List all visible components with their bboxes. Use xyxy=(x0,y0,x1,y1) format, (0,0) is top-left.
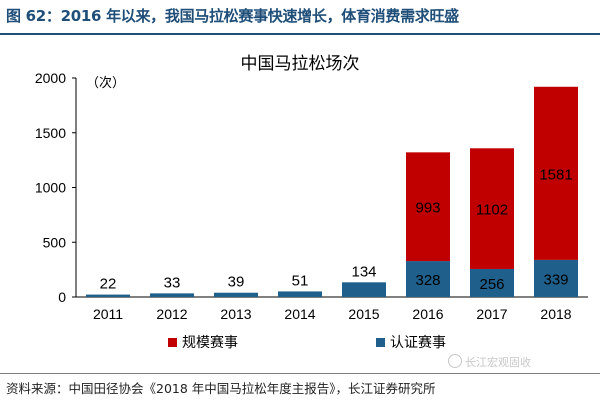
y-tick-label: 500 xyxy=(43,234,67,250)
data-label-certified: 33 xyxy=(164,274,181,291)
x-tick-label: 2012 xyxy=(156,306,187,322)
bar-certified xyxy=(406,261,450,297)
y-tick-label: 0 xyxy=(58,289,66,305)
x-tick-label: 2018 xyxy=(540,306,571,322)
legend-swatch xyxy=(376,338,385,347)
bar-scale xyxy=(406,152,450,262)
bar-certified xyxy=(150,293,194,297)
data-label-scale: 1102 xyxy=(476,202,508,219)
wechat-icon xyxy=(448,354,462,368)
bar-certified xyxy=(86,294,130,297)
x-tick-label: 2016 xyxy=(412,306,443,322)
x-tick-label: 2017 xyxy=(476,306,507,322)
data-label-certified: 339 xyxy=(543,271,568,288)
data-label-certified: 39 xyxy=(228,274,245,291)
bar-certified xyxy=(342,282,386,297)
bar-chart: 中国马拉松场次 （次） 0 500 1000 1500 2000 2011 2012 2013… xyxy=(35,54,588,350)
source-rule xyxy=(0,373,600,374)
x-tick-label: 2013 xyxy=(220,306,251,322)
y-unit-label: （次） xyxy=(86,75,125,90)
bar-certified xyxy=(470,268,514,297)
bar-certified xyxy=(534,259,578,297)
legend-label: 规模赛事 xyxy=(182,334,238,350)
y-tick-label: 1000 xyxy=(35,180,66,196)
y-tick-label: 2000 xyxy=(35,70,66,86)
legend-swatch xyxy=(168,338,177,347)
data-label-certified: 328 xyxy=(415,272,440,289)
bar-certified xyxy=(214,292,258,297)
y-tick-label: 1500 xyxy=(35,125,66,141)
x-tick-label: 2015 xyxy=(348,306,379,322)
watermark-text: 长江宏观固收 xyxy=(465,356,531,369)
bar-scale xyxy=(534,86,578,260)
title-rule xyxy=(0,33,600,35)
watermark: 长江宏观固收 xyxy=(448,354,531,370)
data-label-certified: 256 xyxy=(479,276,504,293)
data-label-certified: 22 xyxy=(100,276,117,293)
data-label-certified: 51 xyxy=(292,272,309,289)
figure-title: 图 62：2016 年以来，我国马拉松赛事快速增长，体育消费需求旺盛 xyxy=(6,7,459,25)
bar-scale xyxy=(470,148,514,269)
x-tick-label: 2011 xyxy=(93,306,123,322)
data-label-certified: 134 xyxy=(351,263,376,280)
x-tick-label: 2014 xyxy=(284,306,315,322)
data-label-scale: 993 xyxy=(415,200,440,217)
legend-label: 认证赛事 xyxy=(390,334,446,350)
bar-certified xyxy=(278,291,322,297)
source-note: 资料来源：中国田径协会《2018 年中国马拉松年度主报告》，长江证券研究所 xyxy=(6,381,436,396)
data-label-scale: 1581 xyxy=(539,166,572,183)
chart-title: 中国马拉松场次 xyxy=(241,54,360,73)
